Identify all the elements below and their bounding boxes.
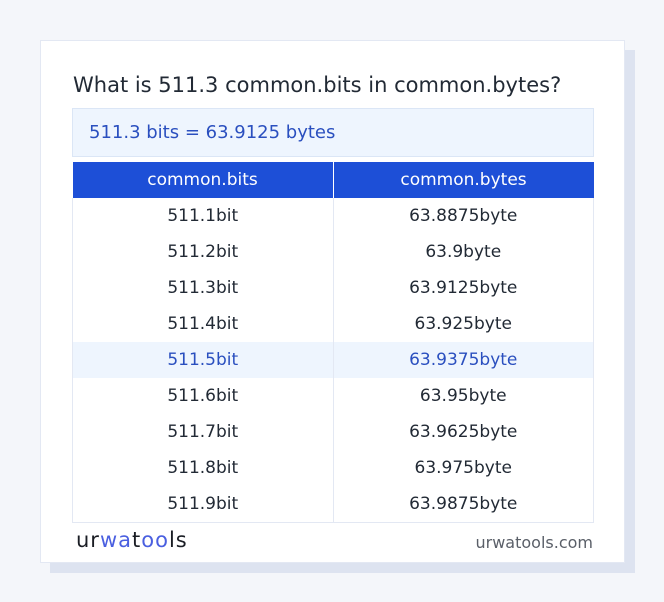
table-row: 511.4bit 63.925byte — [72, 306, 594, 342]
bytes-cell: 63.9byte — [332, 234, 594, 270]
bits-cell: 511.8bit — [72, 450, 334, 486]
bits-cell: 511.9bit — [72, 486, 334, 523]
bytes-cell: 63.9125byte — [332, 270, 594, 306]
column-header-bytes: common.bytes — [332, 162, 594, 198]
bits-cell: 511.7bit — [72, 414, 334, 450]
column-header-bits: common.bits — [72, 162, 333, 198]
bits-cell: 511.3bit — [72, 270, 334, 306]
urwatools-logo[interactable]: urwatools — [76, 528, 188, 552]
bytes-cell: 63.9875byte — [332, 486, 594, 523]
bytes-cell: 63.95byte — [332, 378, 594, 414]
bits-cell: 511.6bit — [72, 378, 334, 414]
table-row: 511.8bit 63.975byte — [72, 450, 594, 486]
page-title: What is 511.3 common.bits in common.byte… — [73, 73, 562, 97]
bytes-cell: 63.925byte — [332, 306, 594, 342]
table-row: 511.7bit 63.9625byte — [72, 414, 594, 450]
bits-cell: 511.4bit — [72, 306, 334, 342]
bytes-cell: 63.975byte — [332, 450, 594, 486]
table-row: 511.2bit 63.9byte — [72, 234, 594, 270]
site-link[interactable]: urwatools.com — [475, 533, 594, 552]
bytes-cell: 63.9375byte — [332, 342, 594, 378]
table-row: 511.1bit 63.8875byte — [72, 198, 594, 234]
result-text: 511.3 bits = 63.9125 bytes — [89, 122, 336, 143]
table-row: 511.9bit 63.9875byte — [72, 486, 594, 523]
conversion-table: common.bits common.bytes 511.1bit 63.8875… — [72, 162, 594, 523]
bits-cell: 511.1bit — [72, 198, 334, 234]
bits-cell: 511.5bit — [72, 342, 334, 378]
bytes-cell: 63.8875byte — [332, 198, 594, 234]
bits-cell: 511.2bit — [72, 234, 334, 270]
table-row: 511.3bit 63.9125byte — [72, 270, 594, 306]
converter-card: What is 511.3 common.bits in common.byte… — [40, 40, 625, 563]
bytes-cell: 63.9625byte — [332, 414, 594, 450]
table-row: 511.5bit 63.9375byte — [72, 342, 594, 378]
result-box: 511.3 bits = 63.9125 bytes — [72, 108, 594, 157]
table-row: 511.6bit 63.95byte — [72, 378, 594, 414]
